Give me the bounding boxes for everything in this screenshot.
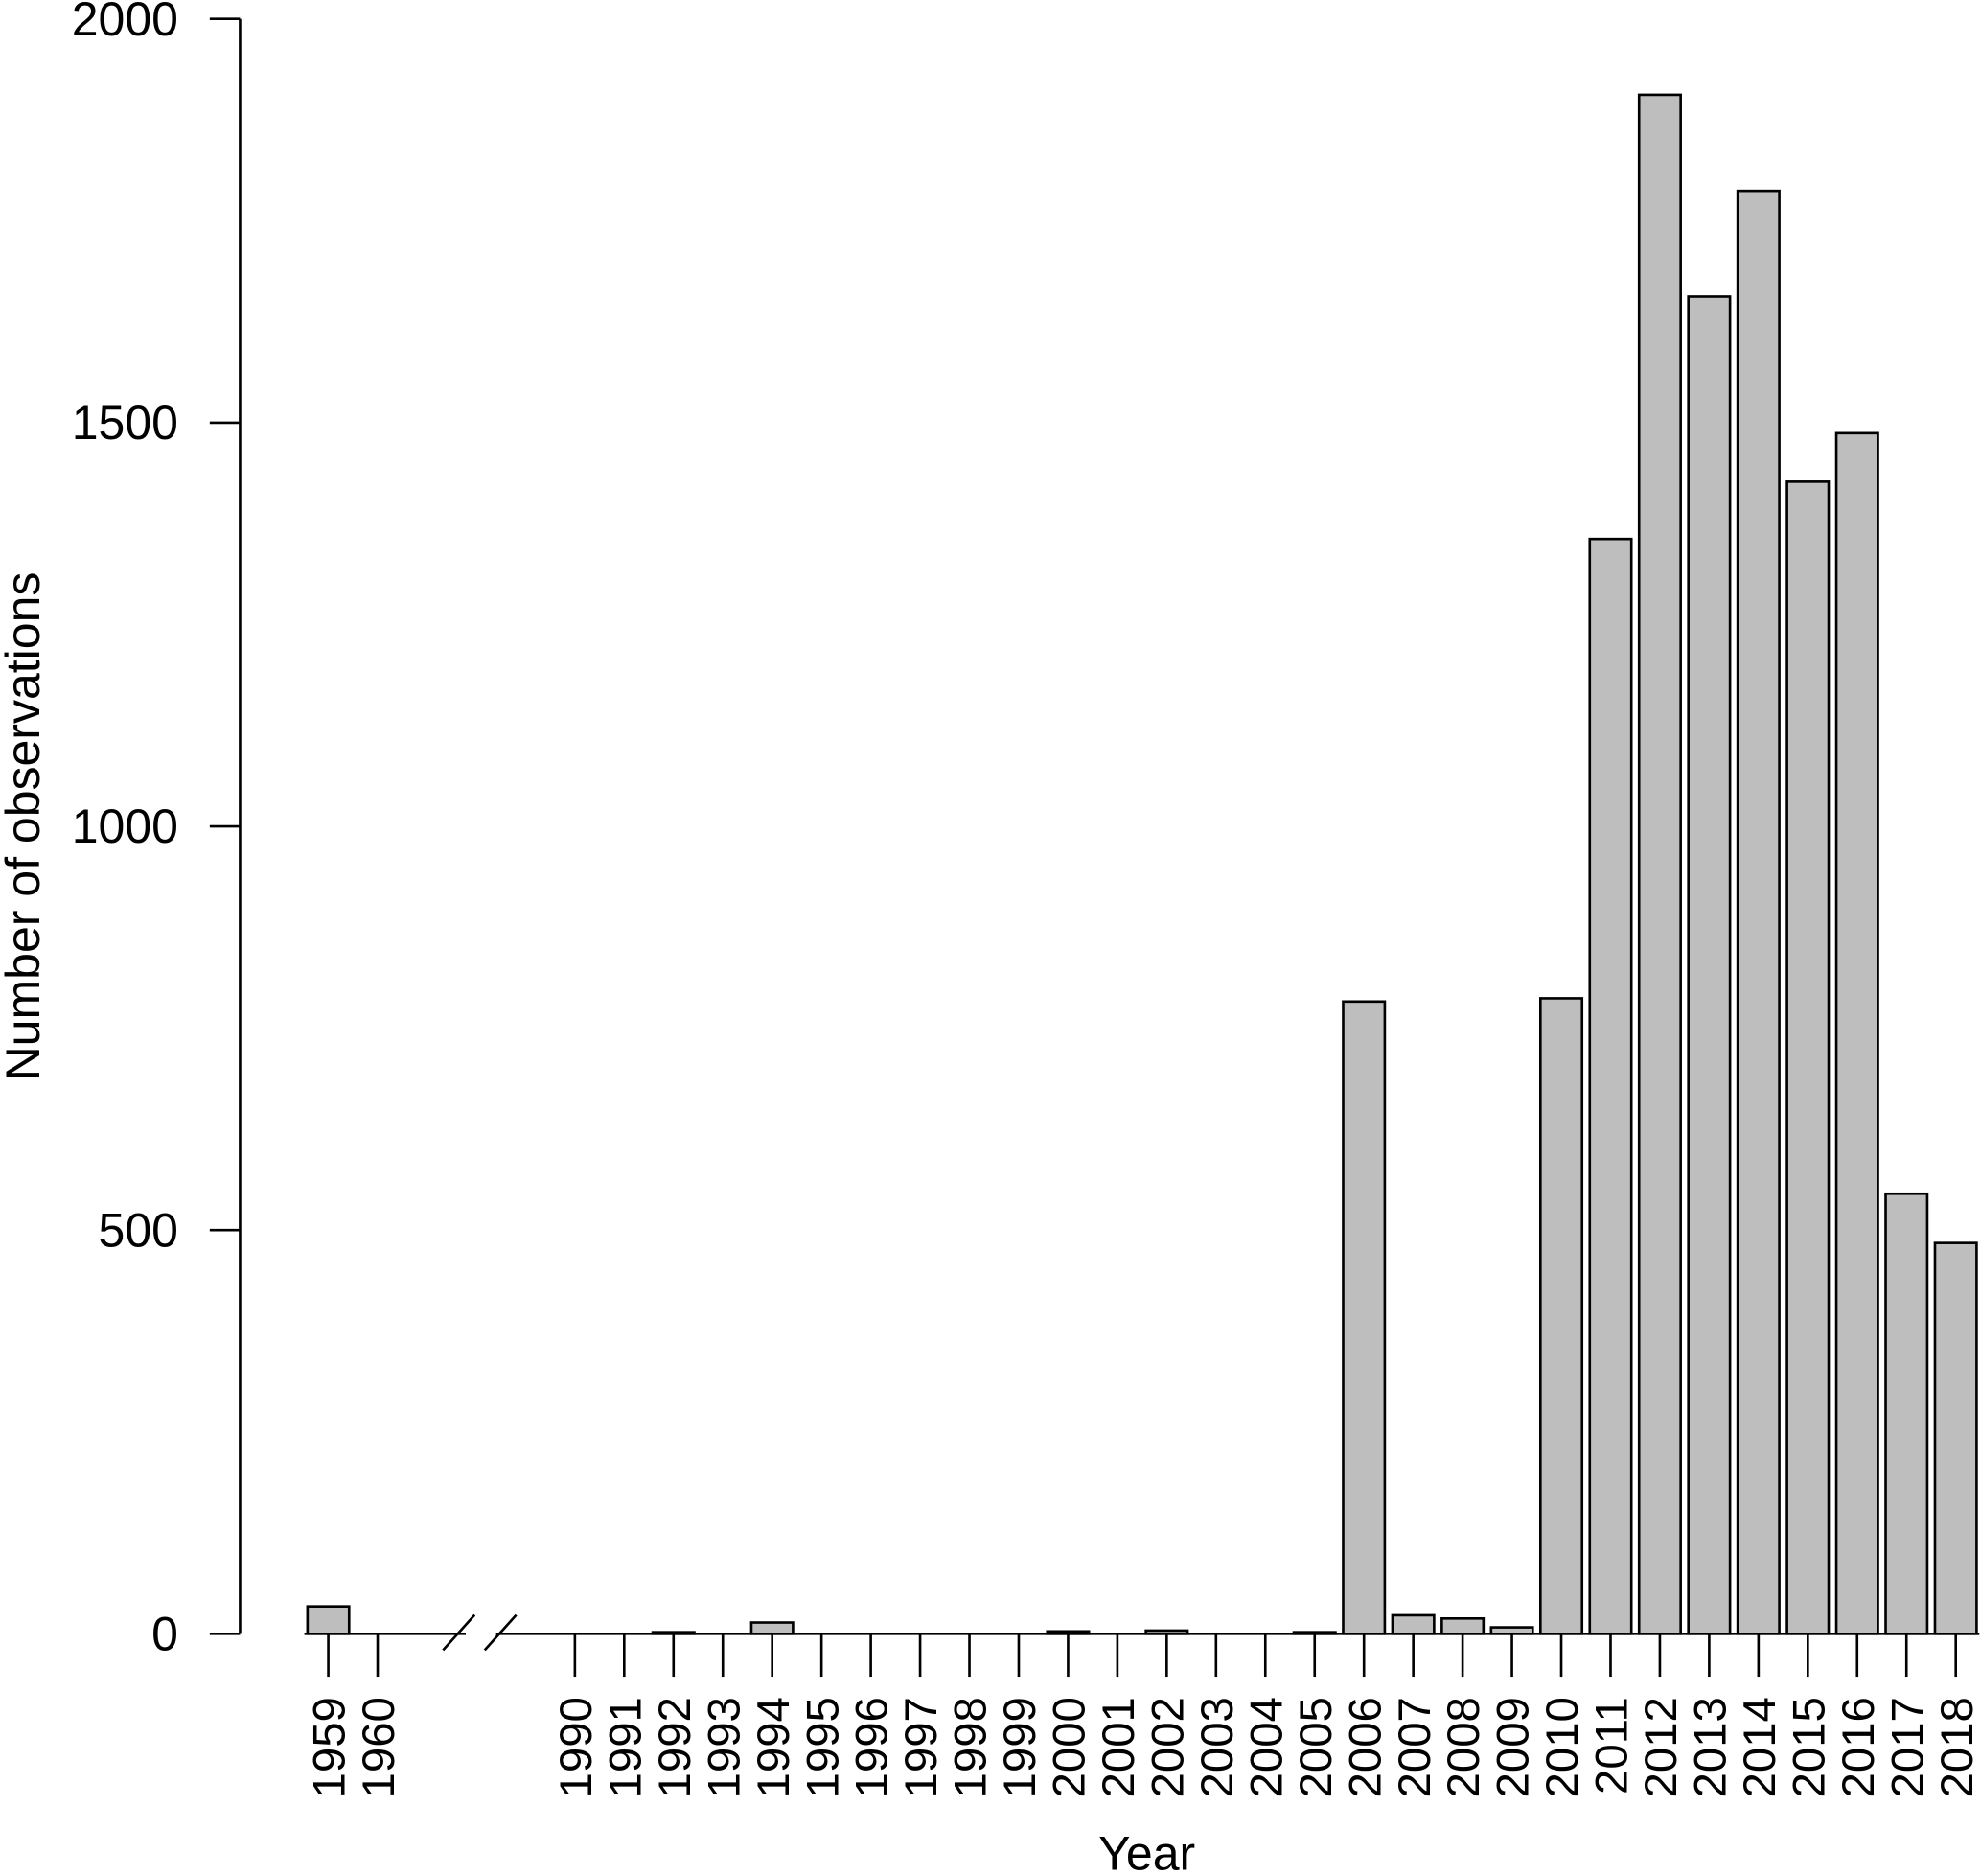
bar-2008 (1440, 1616, 1486, 1635)
x-tick-label: 1990 (551, 1697, 602, 1797)
x-tick-label: 1960 (354, 1697, 404, 1797)
x-tick-label: 2018 (1932, 1697, 1981, 1797)
y-tick-label: 1000 (72, 799, 178, 853)
x-tick-label: 1999 (995, 1697, 1046, 1797)
x-tick-label: 2007 (1390, 1697, 1440, 1797)
x-tick-label: 2009 (1488, 1697, 1539, 1797)
bar-2011 (1588, 537, 1633, 1635)
bar-2015 (1785, 480, 1831, 1635)
bars (306, 93, 1978, 1635)
x-tick-label: 1995 (797, 1697, 848, 1797)
bar-2006 (1342, 1000, 1387, 1635)
x-tick-label: 2001 (1094, 1697, 1144, 1797)
bar-2012 (1637, 93, 1682, 1635)
bar-2016 (1834, 431, 1879, 1635)
x-tick-label: 1998 (946, 1697, 997, 1797)
x-axis-label: Year (1098, 1826, 1195, 1876)
bar-2017 (1884, 1192, 1929, 1635)
x-tick-label: 1959 (305, 1697, 356, 1797)
x-tick-label: 2014 (1735, 1697, 1785, 1797)
axis-break-mark (442, 1613, 476, 1652)
bar-2018 (1933, 1241, 1978, 1635)
bar-2010 (1538, 997, 1584, 1635)
x-tick-label: 1997 (896, 1697, 947, 1797)
x-tick-label: 2010 (1537, 1697, 1588, 1797)
bar-2007 (1391, 1613, 1436, 1635)
x-tick-label: 1991 (600, 1697, 651, 1797)
x-tick-label: 2013 (1686, 1697, 1737, 1797)
x-tick-label: 2002 (1142, 1697, 1193, 1797)
y-tick-label: 0 (151, 1607, 178, 1660)
y-axis: 0 500 1000 1500 2000 (72, 0, 242, 1660)
x-tick-label: 2016 (1833, 1697, 1884, 1797)
x-tick-label: 2000 (1045, 1697, 1095, 1797)
x-tick-label: 1992 (650, 1697, 701, 1797)
x-tick-label: 2004 (1241, 1697, 1292, 1797)
x-tick-label: 2005 (1291, 1697, 1342, 1797)
axis-break-mark (483, 1613, 518, 1652)
x-tick-label: 1996 (847, 1697, 898, 1797)
x-tick-label: 2006 (1340, 1697, 1391, 1797)
y-tick-label: 1500 (72, 396, 178, 450)
x-tick-label: 2008 (1439, 1697, 1489, 1797)
x-tick-label: 2017 (1882, 1697, 1933, 1797)
x-tick-label: 2003 (1192, 1697, 1243, 1797)
bar-1959 (306, 1605, 351, 1635)
x-tick-label: 2011 (1587, 1697, 1638, 1795)
x-tick-label: 2012 (1636, 1697, 1687, 1797)
x-tick-label: 1994 (749, 1697, 799, 1797)
y-tick-label: 500 (99, 1203, 178, 1257)
y-axis-label: Number of observations (0, 572, 50, 1081)
bar-2013 (1687, 295, 1732, 1635)
bar-1994 (749, 1621, 795, 1635)
bar-2014 (1736, 189, 1781, 1635)
x-tick-label: 1993 (699, 1697, 749, 1797)
x-tick-label: 2015 (1784, 1697, 1834, 1797)
y-tick-label: 2000 (72, 0, 178, 46)
